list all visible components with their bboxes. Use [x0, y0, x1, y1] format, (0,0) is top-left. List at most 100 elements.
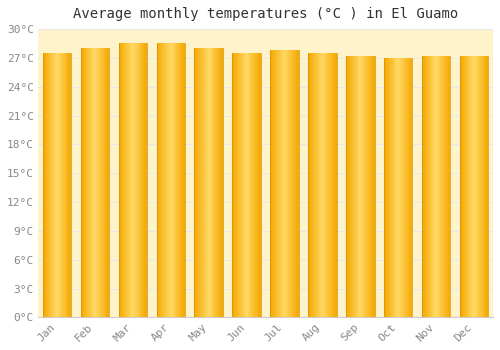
Bar [68, 53, 70, 317]
Bar [367, 56, 368, 317]
Bar [486, 56, 488, 317]
Bar [472, 56, 473, 317]
Bar [135, 43, 136, 317]
Bar [284, 50, 286, 317]
Bar [476, 56, 477, 317]
Bar [444, 56, 446, 317]
Bar [371, 56, 372, 317]
Bar [387, 58, 388, 317]
Bar [362, 56, 363, 317]
Bar [238, 53, 239, 317]
Bar [48, 53, 50, 317]
Bar [44, 53, 46, 317]
Bar [384, 58, 385, 317]
Bar [316, 53, 317, 317]
Bar [95, 48, 96, 317]
Bar [275, 50, 276, 317]
Bar [60, 53, 61, 317]
Bar [326, 53, 327, 317]
Bar [278, 50, 279, 317]
Bar [439, 56, 440, 317]
Bar [438, 56, 439, 317]
Bar [346, 56, 347, 317]
Bar [258, 53, 259, 317]
Bar [310, 53, 311, 317]
Bar [406, 58, 407, 317]
Bar [222, 48, 223, 317]
Bar [104, 48, 106, 317]
Bar [313, 53, 314, 317]
Bar [286, 50, 288, 317]
Bar [70, 53, 72, 317]
Bar [385, 58, 386, 317]
Bar [309, 53, 310, 317]
Bar [136, 43, 138, 317]
Bar [277, 50, 278, 317]
Bar [407, 58, 408, 317]
Bar [219, 48, 220, 317]
Bar [295, 50, 296, 317]
Bar [314, 53, 315, 317]
Bar [50, 53, 51, 317]
Bar [437, 56, 438, 317]
Bar [442, 56, 443, 317]
Bar [317, 53, 318, 317]
Bar [239, 53, 240, 317]
Bar [327, 53, 328, 317]
Bar [329, 53, 330, 317]
Bar [170, 43, 171, 317]
Bar [58, 53, 59, 317]
Bar [82, 48, 84, 317]
Bar [348, 56, 349, 317]
Bar [401, 58, 402, 317]
Bar [322, 53, 324, 317]
Bar [372, 56, 374, 317]
Bar [353, 56, 354, 317]
Bar [63, 53, 64, 317]
Bar [392, 58, 394, 317]
Bar [55, 53, 56, 317]
Bar [56, 53, 57, 317]
Bar [360, 56, 362, 317]
Bar [291, 50, 292, 317]
Bar [236, 53, 237, 317]
Bar [474, 56, 475, 317]
Bar [214, 48, 216, 317]
Bar [282, 50, 284, 317]
Bar [434, 56, 435, 317]
Bar [260, 53, 261, 317]
Bar [180, 43, 181, 317]
Bar [400, 58, 401, 317]
Bar [86, 48, 88, 317]
Bar [163, 43, 164, 317]
Bar [134, 43, 135, 317]
Bar [347, 56, 348, 317]
Bar [96, 48, 97, 317]
Bar [169, 43, 170, 317]
Bar [410, 58, 412, 317]
Bar [276, 50, 277, 317]
Bar [468, 56, 469, 317]
Bar [272, 50, 273, 317]
Bar [145, 43, 146, 317]
Bar [478, 56, 479, 317]
Bar [100, 48, 102, 317]
Bar [212, 48, 214, 317]
Bar [424, 56, 425, 317]
Bar [127, 43, 128, 317]
Bar [132, 43, 133, 317]
Bar [208, 48, 210, 317]
Bar [124, 43, 126, 317]
Bar [200, 48, 201, 317]
Bar [350, 56, 351, 317]
Bar [140, 43, 141, 317]
Bar [479, 56, 480, 317]
Bar [176, 43, 178, 317]
Bar [441, 56, 442, 317]
Bar [425, 56, 426, 317]
Bar [292, 50, 293, 317]
Bar [318, 53, 320, 317]
Bar [66, 53, 68, 317]
Bar [93, 48, 94, 317]
Bar [162, 43, 163, 317]
